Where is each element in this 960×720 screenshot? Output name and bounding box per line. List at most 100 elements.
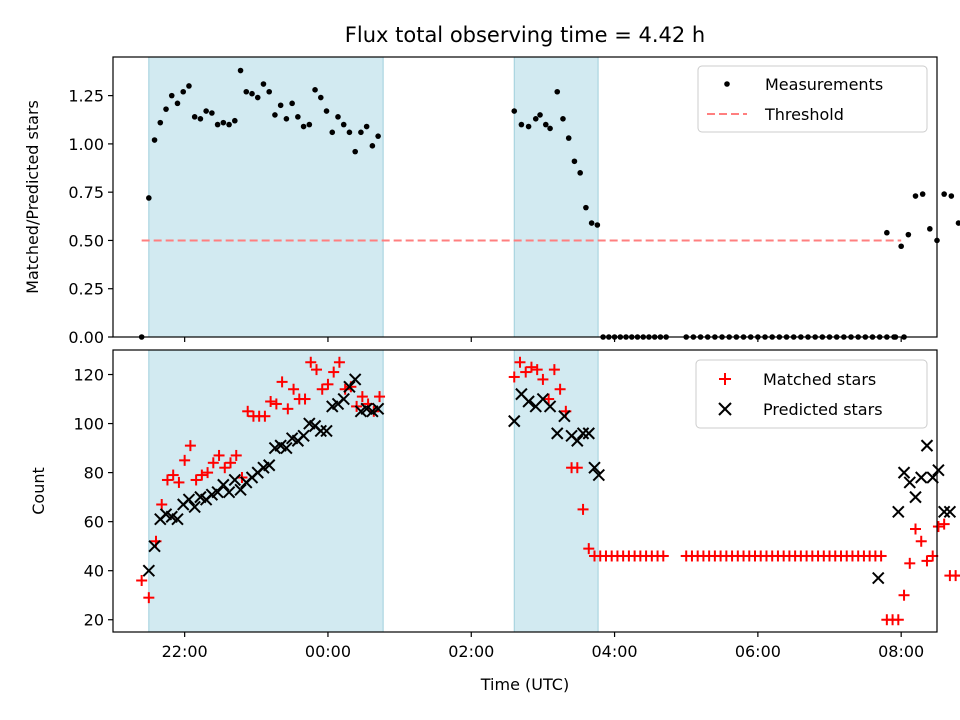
measurement-point [340, 121, 347, 128]
measurement-point [209, 110, 215, 116]
measurement-point [346, 129, 353, 136]
measurement-point [277, 102, 284, 109]
measurement-point [352, 148, 358, 155]
top-y-tick-label: 1.25 [68, 87, 104, 106]
bottom-x-tick-label: 00:00 [305, 642, 351, 661]
measurement-point [905, 231, 912, 238]
measurement-point [289, 100, 295, 107]
measurement-point [254, 94, 261, 101]
matched-star-point [213, 449, 225, 461]
predicted-star-point [228, 473, 242, 487]
legend-predicted-marker [718, 402, 732, 416]
measurement-point [186, 83, 192, 89]
predicted-star-point [543, 400, 557, 413]
predicted-star-point [920, 439, 934, 452]
matched-star-point [938, 518, 950, 530]
measurement-point [300, 123, 307, 130]
top-y-tick-label: 0.25 [68, 280, 104, 299]
bottom-axes-frame [112, 349, 938, 633]
matched-star-point [179, 454, 191, 466]
predicted-star-point [337, 392, 350, 406]
predicted-star-point [915, 471, 928, 484]
measurement-point [283, 115, 290, 122]
measurement-point [226, 121, 232, 128]
predicted-star-point [211, 486, 224, 499]
predicted-star-point [551, 427, 564, 440]
predicted-star-point [576, 427, 590, 440]
predicted-star-point [280, 441, 293, 455]
matched-star-point [356, 391, 368, 403]
measurement-point [884, 229, 890, 236]
matched-star-point [374, 391, 386, 403]
predicted-star-point [571, 434, 584, 447]
top-y-tick-label: 0.75 [68, 183, 104, 202]
matched-star-point [184, 440, 196, 452]
matched-star-point [167, 469, 179, 481]
matched-star-point [270, 398, 282, 410]
measurement-point [898, 243, 904, 250]
predicted-star-point [937, 505, 951, 519]
measurement-point [358, 129, 364, 136]
bottom-x-tick-label: 08:00 [878, 642, 924, 661]
matched-star-point [328, 366, 340, 378]
predicted-star-point [297, 429, 310, 443]
predicted-star-point [148, 539, 161, 553]
bottom-shaded-intervals [148, 349, 599, 633]
measurement-point [919, 191, 926, 197]
bottom-y-tick-label: 20 [84, 611, 104, 630]
matched-star-point [276, 376, 288, 388]
measurement-point [163, 106, 169, 112]
measurement-point [525, 123, 532, 130]
measurement-point [272, 112, 278, 118]
matched-star-point [282, 403, 294, 415]
measurement-point [243, 88, 250, 95]
predicted-star-point [262, 459, 276, 472]
predicted-star-point [314, 424, 327, 438]
top-y-axis-label: Matched/Predicted stars [23, 100, 42, 294]
top-y-tick-label: 0.00 [68, 328, 104, 347]
matched-star-point [316, 383, 328, 395]
bottom-x-tick-label: 02:00 [448, 642, 494, 661]
bottom-y-ticks: 20 40 60 80 100 120 [73, 366, 113, 630]
matched-star-point [892, 614, 904, 626]
measurement-point [369, 143, 376, 149]
predicted-star-point [932, 463, 945, 477]
matched-star-point [190, 474, 202, 486]
measurement-point [317, 94, 324, 101]
top-x-ticks [184, 337, 902, 342]
matched-star-point [898, 589, 910, 601]
predicted-star-point [508, 414, 521, 428]
matched-star-point [571, 462, 583, 474]
top-shaded-interval-1 [513, 56, 599, 338]
matched-star-point [537, 373, 549, 385]
measurement-point [312, 87, 318, 93]
predicted-star-point [182, 493, 196, 506]
measurement-point [547, 125, 553, 132]
measurement-point [180, 88, 187, 95]
matched-star-point [915, 535, 927, 547]
measurement-point [329, 129, 336, 136]
measurement-point [146, 195, 152, 201]
matched-star-point [305, 356, 317, 368]
bottom-y-axis-label: Count [29, 467, 48, 515]
measurement-point [168, 92, 175, 99]
legend-predicted-label: Predicted stars [763, 400, 883, 419]
measurement-point [912, 193, 919, 199]
predicted-star-point [943, 505, 957, 519]
predicted-star-point [892, 505, 905, 519]
bottom-y-tick-label: 120 [73, 366, 104, 385]
predicted-star-point [171, 512, 184, 526]
measurement-point [577, 170, 583, 176]
legend-threshold-label: Threshold [764, 105, 844, 124]
x-axis-label: Time (UTC) [480, 675, 569, 694]
measurement-point [306, 121, 313, 128]
predicted-star-point [522, 395, 535, 408]
measurement-point [560, 115, 566, 122]
top-legend: Measurements Threshold [697, 65, 928, 133]
measurement-point [594, 222, 601, 228]
predicted-star-point [926, 471, 939, 484]
matched-star-point [520, 366, 532, 378]
measurement-point [174, 100, 181, 107]
bottom-shaded-interval-1 [513, 349, 599, 633]
